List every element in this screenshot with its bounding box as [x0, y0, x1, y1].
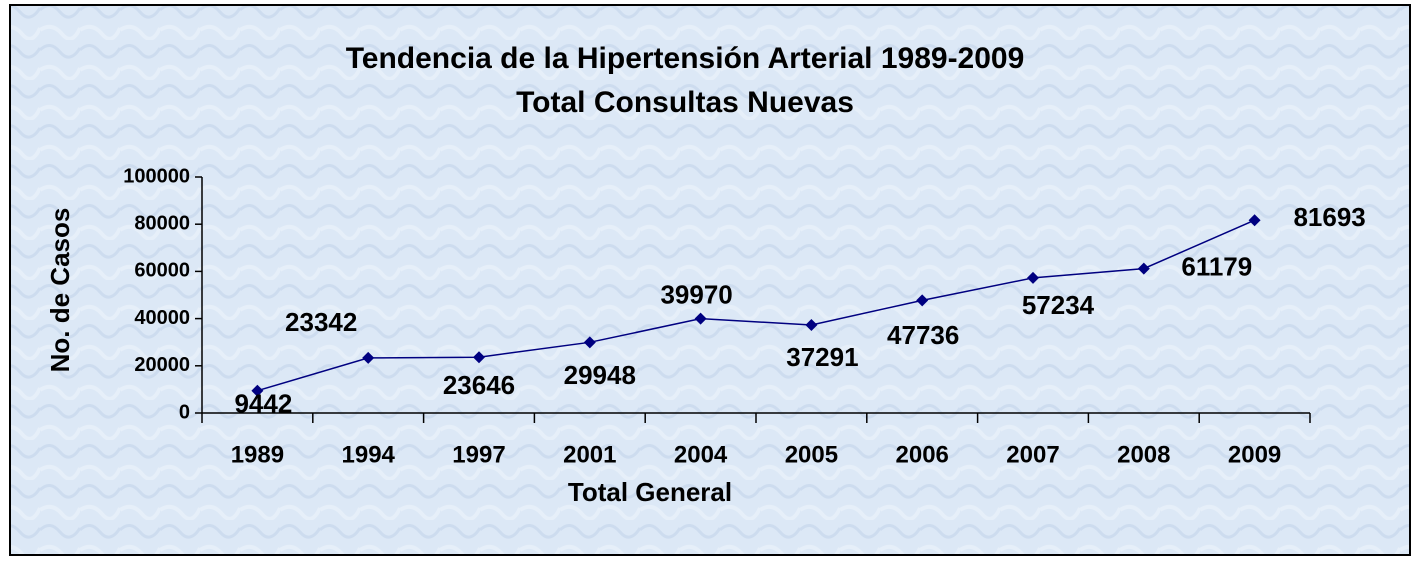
- y-axis-title: No. de Casos: [45, 208, 75, 373]
- chart-frame: [9, 4, 1411, 556]
- x-tick-label: 2007: [1006, 441, 1059, 468]
- line: [257, 219, 1255, 392]
- x-tick-label: 1989: [231, 441, 284, 468]
- x-tick-label: 2006: [896, 441, 949, 468]
- point: [362, 351, 375, 364]
- point: [1027, 271, 1039, 284]
- data-label: 47736: [887, 320, 959, 350]
- point: [473, 351, 485, 364]
- point: [1137, 262, 1150, 275]
- x-tick-label: 2004: [674, 441, 728, 468]
- data-label: 61179: [1181, 251, 1252, 281]
- x-tick-label: 2008: [1117, 441, 1170, 468]
- y-tick-label: 100000: [123, 165, 190, 187]
- chart-title: Tendencia de la Hipertensión Arterial 19…: [346, 42, 1025, 75]
- point: [694, 312, 707, 325]
- point: [583, 336, 596, 349]
- chart-subtitle: Total Consultas Nuevas: [516, 86, 854, 119]
- y-tick-label: 40000: [134, 307, 190, 329]
- x-tick-label: 2009: [1228, 441, 1281, 468]
- point: [251, 384, 264, 397]
- y-tick-label: 80000: [134, 212, 190, 234]
- point: [805, 318, 818, 331]
- data-label: 39970: [660, 280, 732, 310]
- data-label: 29948: [564, 360, 636, 390]
- x-tick-label: 2001: [563, 441, 616, 468]
- x-tick-label: 2005: [785, 441, 838, 468]
- point: [916, 294, 929, 307]
- x-axis-title: Total General: [568, 477, 732, 507]
- data-label: 81693: [1293, 202, 1365, 232]
- data-label: 23342: [285, 307, 357, 337]
- y-tick-label: 60000: [134, 260, 190, 282]
- data-label: 9442: [234, 389, 292, 419]
- data-label: 23646: [443, 370, 515, 400]
- x-tick-label: 1997: [452, 441, 505, 468]
- y-tick-label: 20000: [134, 354, 190, 376]
- x-tick-label: 1994: [342, 441, 396, 468]
- data-label: 57234: [1022, 290, 1095, 320]
- point: [1248, 214, 1261, 227]
- data-label: 37291: [786, 342, 858, 372]
- y-tick-label: 0: [179, 401, 190, 423]
